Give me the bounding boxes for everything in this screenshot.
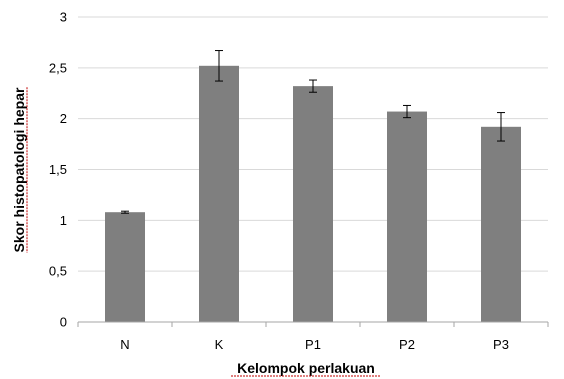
- y-axis-title: Skor histopatologi hepar: [11, 87, 27, 252]
- bar-p3: [481, 126, 521, 322]
- bar-n: [105, 212, 145, 322]
- error-bar-n: [121, 210, 129, 214]
- y-tick-label: 1,5: [49, 162, 67, 177]
- bars: [105, 65, 521, 323]
- error-bar-p1: [309, 79, 317, 93]
- x-tick-label: P2: [399, 337, 415, 352]
- x-tick-label: K: [215, 337, 224, 352]
- error-bars: [121, 50, 505, 214]
- y-tick-label: 2: [60, 111, 67, 126]
- x-tick-label: P3: [493, 337, 509, 352]
- y-tick-label: 0: [60, 315, 67, 330]
- y-tick-label: 3: [60, 10, 67, 25]
- y-tick-label: 2,5: [49, 60, 67, 75]
- bar-k: [199, 65, 239, 323]
- x-tick-label: N: [120, 337, 129, 352]
- x-axis-title: Kelompok perlakuan: [237, 360, 375, 376]
- y-tick-labels: 0 0,5 1 1,5 2 2,5 3: [49, 10, 67, 330]
- bar-p2: [387, 111, 427, 322]
- bar-p1: [293, 86, 333, 322]
- x-tick-label: P1: [305, 337, 321, 352]
- error-bar-p3: [497, 112, 505, 142]
- error-bar-k: [215, 50, 223, 82]
- y-tick-label: 1: [60, 213, 67, 228]
- x-tick-labels: N K P1 P2 P3: [77, 322, 549, 352]
- error-bar-p2: [403, 104, 411, 119]
- y-tick-label: 0,5: [49, 264, 67, 279]
